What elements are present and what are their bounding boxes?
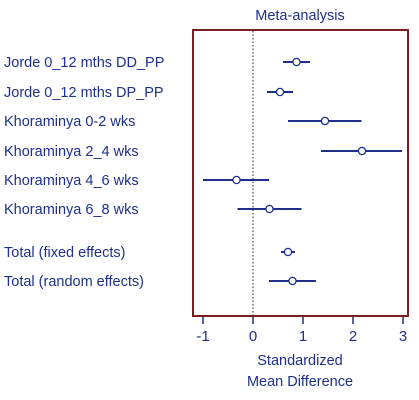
study-estimate-3 xyxy=(357,146,367,156)
study-label-3: Khoraminya 2_4 wks xyxy=(4,144,139,160)
study-row: Khoraminya 4_6 wks xyxy=(4,173,269,189)
x-tick-label-2: 1 xyxy=(299,328,307,345)
study-row: Jorde 0_12 mths DD_PP xyxy=(4,55,310,71)
study-estimate-1 xyxy=(275,87,285,97)
study-row: Khoraminya 6_8 wks xyxy=(4,202,302,218)
total-row: Total (random effects) xyxy=(4,274,316,290)
x-axis: -1 0 1 2 3 xyxy=(196,317,407,345)
study-label-0: Jorde 0_12 mths DD_PP xyxy=(4,55,164,71)
total-row: Total (fixed effects) xyxy=(4,245,295,261)
x-tick-label-4: 3 xyxy=(399,328,407,345)
study-estimate-4 xyxy=(232,175,241,185)
total-label-6: Total (fixed effects) xyxy=(4,245,125,261)
study-estimate-5 xyxy=(265,204,274,214)
x-axis-title-line-1: Standardized xyxy=(257,353,342,369)
total-estimate-7 xyxy=(288,276,297,286)
x-tick-label-3: 2 xyxy=(349,328,357,345)
study-row: Jorde 0_12 mths DP_PP xyxy=(4,85,293,101)
x-tick-label-0: -1 xyxy=(196,328,209,345)
total-label-7: Total (random effects) xyxy=(4,274,144,290)
total-estimate-6 xyxy=(283,247,293,257)
plot-frame xyxy=(192,29,409,317)
study-row: Khoraminya 0-2 wks xyxy=(4,114,362,130)
chart-title: Meta-analysis xyxy=(255,8,344,24)
study-label-5: Khoraminya 6_8 wks xyxy=(4,202,139,218)
study-rows: Jorde 0_12 mths DD_PP Jorde 0_12 mths DP_… xyxy=(4,55,402,290)
study-estimate-0 xyxy=(292,57,301,67)
study-row: Khoraminya 2_4 wks xyxy=(4,144,402,160)
study-estimate-2 xyxy=(320,116,330,126)
study-label-2: Khoraminya 0-2 wks xyxy=(4,114,135,130)
x-axis-title-line-2: Mean Difference xyxy=(247,374,353,390)
x-tick-label-1: 0 xyxy=(249,328,257,345)
study-label-1: Jorde 0_12 mths DP_PP xyxy=(4,85,164,101)
study-label-4: Khoraminya 4_6 wks xyxy=(4,173,139,189)
